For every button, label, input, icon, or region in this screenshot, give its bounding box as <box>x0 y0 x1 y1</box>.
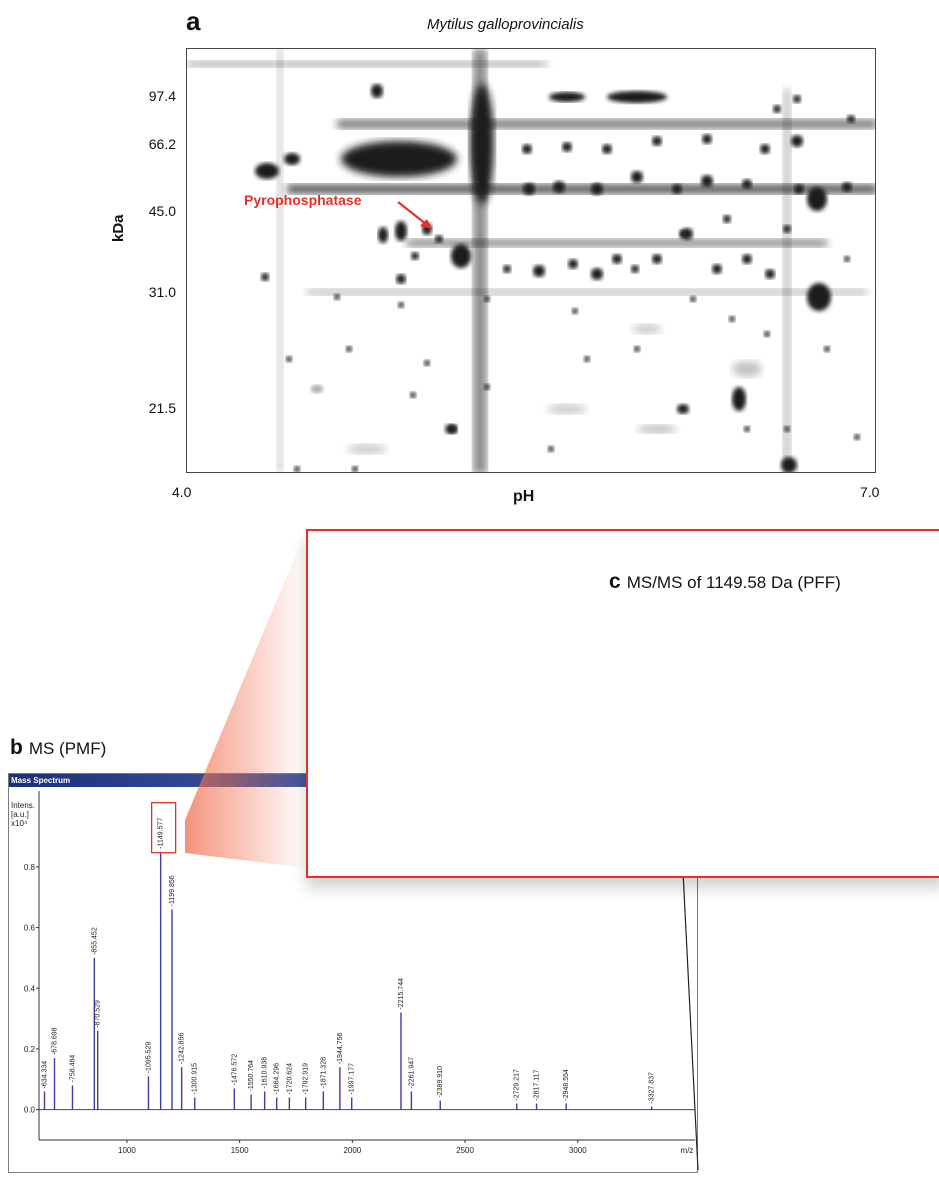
peak-label: -1300.915 <box>192 1063 199 1095</box>
y-tick-label: 0.2 <box>24 1045 36 1054</box>
peak-label: -2948.554 <box>563 1069 570 1101</box>
y-tick-97-4: 97.4 <box>148 88 176 104</box>
peak-label: -678.698 <box>51 1027 58 1055</box>
peak-label: -1664.296 <box>274 1063 281 1095</box>
x-tick-label: 2000 <box>343 1146 361 1155</box>
x-unit-label: m/z <box>681 1146 694 1155</box>
2d-gel-image <box>186 48 876 473</box>
pyrophosphatase-label: Pyrophosphatase <box>244 192 362 208</box>
peak-label: -3327.837 <box>649 1072 656 1104</box>
panel-b-letter: b <box>10 736 23 759</box>
y-tick-45-0: 45.0 <box>148 203 176 219</box>
y-tick-66-2: 66.2 <box>148 136 176 152</box>
ms-peak-labels: -634.334-678.698 -758.484 -855.452 -870.529… <box>41 802 656 1104</box>
peak-label: -1944.756 <box>337 1033 344 1065</box>
y-axis-label: kDa <box>110 214 127 242</box>
y-tick-label: 0.0 <box>24 1106 36 1115</box>
zoom-connectors <box>185 530 306 868</box>
peak-label: -1871.328 <box>320 1057 327 1089</box>
ms-peaks <box>39 851 695 1111</box>
y-tick-label: 0.4 <box>24 984 36 993</box>
msms-panel-box <box>306 529 939 878</box>
gel-spots <box>187 49 875 472</box>
ms-tick-labels: 0.0 0.2 0.4 0.6 0.8 1000 1500 2000 2500 3000 m/z <box>24 863 694 1155</box>
peak-label: -1476.572 <box>231 1054 238 1086</box>
peak-label: -758.484 <box>69 1055 76 1083</box>
panel-b-title: b MS (PMF) <box>10 736 106 760</box>
y-tick-label: 0.6 <box>24 924 36 933</box>
zoom-wedge <box>185 530 306 868</box>
species-title: Mytilus galloprovincialis <box>427 16 584 33</box>
peak-label: -1149.577 <box>158 818 165 849</box>
peak-label: -1997.177 <box>349 1063 356 1095</box>
peak-label: -2817.117 <box>534 1069 541 1100</box>
panel-a-letter: a <box>186 6 201 36</box>
highlight-box <box>150 802 177 854</box>
peak-label: -2261.947 <box>408 1057 415 1089</box>
peak-label: -1792.919 <box>303 1063 310 1095</box>
intensity-axis-label: Intens. [a.u.] x10⁴ <box>11 801 35 828</box>
y-tick-21-5: 21.5 <box>148 400 176 416</box>
peak-label: -1242.856 <box>179 1033 186 1065</box>
peak-label: -1610.938 <box>262 1057 269 1089</box>
window-title: Mass Spectrum <box>11 776 71 785</box>
intensity-label-line1: Intens. <box>11 801 36 810</box>
x-tick-label: 1000 <box>118 1146 136 1155</box>
intensity-label-line2: [a.u.] <box>11 810 29 819</box>
panel-c-title: c MS/MS of 1149.58 Da (PFF) <box>609 570 841 594</box>
pyrophosphatase-arrow <box>397 201 432 229</box>
x-axis-label: pH <box>513 488 535 505</box>
peak-label: -1720.624 <box>286 1063 293 1095</box>
peak-label: -2389.910 <box>437 1066 444 1098</box>
x-tick-label: 3000 <box>569 1146 587 1155</box>
peak-label: -2729.217 <box>514 1069 521 1101</box>
y-tick-label: 0.8 <box>24 863 36 872</box>
x-tick-label: 2500 <box>456 1146 474 1155</box>
panel-b-caption: MS (PMF) <box>28 739 107 758</box>
peak-label: -2215.744 <box>398 978 405 1010</box>
x-tick-label: 1500 <box>231 1146 249 1155</box>
peak-label: -1095.529 <box>145 1042 152 1074</box>
panel-c-caption: MS/MS of 1149.58 Da (PFF) <box>626 573 841 592</box>
y-tick-31-0: 31.0 <box>148 284 176 300</box>
x-tick-4-0: 4.0 <box>172 484 192 500</box>
peak-label: -855.452 <box>91 927 98 955</box>
peak-label: -1550.764 <box>248 1060 255 1092</box>
panel-c-letter: c <box>609 570 621 593</box>
peak-label: -1199.856 <box>169 875 176 906</box>
x-tick-7-0: 7.0 <box>860 484 880 500</box>
ms-spectrum-chart: -634.334-678.698 -758.484 -855.452 -870.529… <box>24 791 695 1155</box>
ms-axes <box>36 791 695 1143</box>
intensity-label-line3: x10⁴ <box>11 819 28 828</box>
peak-label: -870.529 <box>95 1000 102 1028</box>
peak-label: -634.334 <box>41 1061 48 1089</box>
